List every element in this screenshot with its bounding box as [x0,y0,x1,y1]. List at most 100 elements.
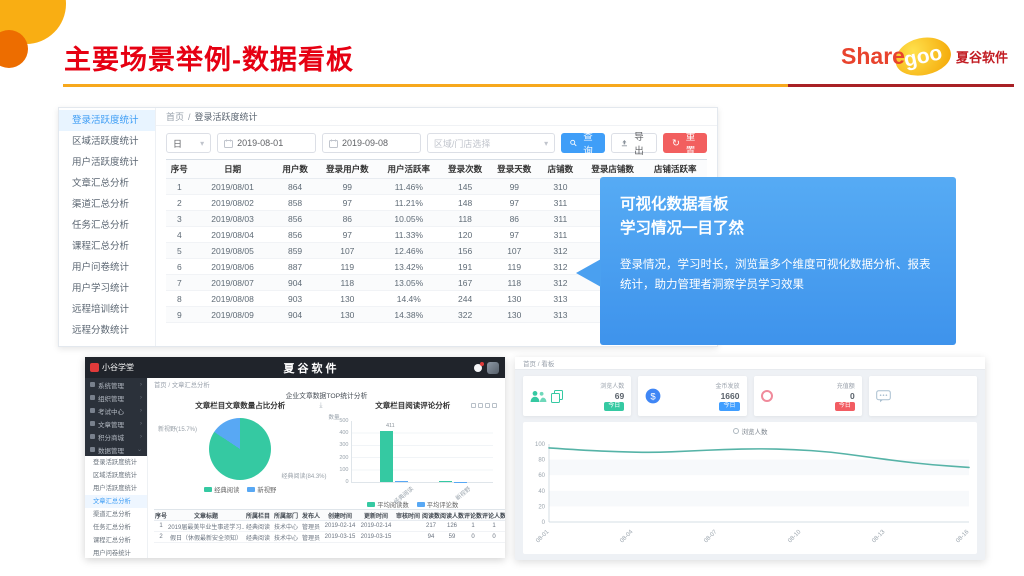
legend-entry[interactable]: 平均阅读数 [367,500,409,509]
stat-label: 浏览人数 [600,384,625,390]
submenu-item[interactable]: 用户问卷统计 [93,550,131,557]
cell-login-users: 107 [317,242,378,259]
chart-toolbar-icons[interactable] [471,403,497,408]
sidebar-item[interactable]: 用户活跃度统计 [72,157,139,168]
cell: 1 [464,520,482,532]
pages-icon [551,389,563,403]
sidebar-item[interactable]: 区域活跃度统计 [72,136,139,147]
cell-date: 2019/08/07 [192,274,273,291]
cell-users: 903 [272,290,318,307]
sidebar-item[interactable]: 文章汇总分析 [72,178,130,189]
cell-login-days: 118 [489,274,539,291]
menu-label: 数据管理 [98,447,124,455]
y-tick: 100 [339,466,349,473]
submenu-item[interactable]: 课程汇总分析 [93,537,131,544]
stat-value: 1660 [720,391,740,401]
svg-text:80: 80 [538,458,545,464]
table-row[interactable]: 2 假日（休假最新安全须知） 经典阅读 技术中心 管理员 2019-03-15 … [154,531,505,543]
sidebar-item[interactable]: 用户学习统计 [72,283,130,294]
sidebar-item[interactable]: 登录活跃度统计 [59,110,155,131]
breadcrumb-current: 登录活跃度统计 [194,112,258,122]
users-icon [530,390,547,402]
avatar[interactable] [487,361,499,374]
cell-date: 2019/08/08 [192,290,273,307]
admin-top-note: 企业文章数据TOP统计分析 [285,393,368,400]
cell-user-rate: 11.21% [377,194,441,211]
cell-date: 2019/08/06 [192,258,273,275]
header-cell: 发布人 [300,509,322,521]
bar-y-axis-label: 数量 [328,415,340,421]
admin-menu-item[interactable]: 积分商城 › [85,430,147,443]
store-select[interactable]: 区域/门店选择 ▾ [426,133,556,153]
table-row[interactable]: 3 2019/08/03 856 86 10.05% 118 86 311 [166,210,707,227]
admin-menu-item[interactable]: 系统管理 › [85,378,147,391]
download-icon[interactable]: ⤓ [319,402,323,409]
cell-date: 2019/08/04 [192,226,273,243]
cell [394,520,422,532]
legend-swatch [416,502,425,507]
line-chart-legend[interactable]: 浏览人数 [523,425,977,436]
cell: 经典阅读 [244,520,272,532]
table-row[interactable]: 8 2019/08/08 903 130 14.4% 244 130 313 [166,290,707,307]
table-row[interactable]: 9 2019/08/09 904 130 14.38% 322 130 313 [166,306,707,323]
cell-login-users: 97 [317,194,378,211]
submenu-item[interactable]: 文章汇总分析 [85,495,147,508]
cell-user-rate: 12.46% [377,242,441,259]
sidebar-item[interactable]: 远程培训统计 [72,304,130,315]
store-select-placeholder: 区域/门店选择 [433,138,491,149]
date-to-value: 2019-09-08 [341,138,389,148]
admin-menu-item[interactable]: 数据管理 ⌄ [85,443,147,456]
sidebar-item[interactable]: 课程汇总分析 [72,241,130,252]
bar-chart: 500 400 300 200 100 0 411 [339,418,493,485]
admin-menu-item[interactable]: 组织管理 › [85,391,147,404]
search-button[interactable]: 查询 [561,132,606,157]
table-header-row: 序号 文章标题 所属栏目 所属部门 发布人 创建时间 更新时间 审核时间 阅读数 阅读人数 评论数评… [154,509,505,521]
cell-stores: 313 [538,290,582,307]
menu-icon [90,421,95,426]
pie-label-left: 新视野(15.7%) [158,427,198,433]
header-cell: 阅读数 [422,509,440,521]
notification-bell-icon[interactable] [474,361,484,372]
admin-menu-item[interactable]: 文章管理 › [85,417,147,430]
table-row[interactable]: 1 2019届最美毕业生事迹学习... 经典阅读 技术中心 管理员 2019-0… [154,520,505,532]
legend-entry[interactable]: 平均评论数 [416,500,459,509]
callout-box: 可视化数据看板 学习情况一目了然 登录情况，学习时长，浏览量多个维度可视化数据分… [576,177,956,345]
submenu-item[interactable]: 用户活跃度统计 [93,485,138,492]
legend-entry[interactable]: 新视野 [247,485,276,494]
date-from-input[interactable]: 2019-08-01 [217,133,316,153]
submenu-item[interactable]: 任务汇总分析 [93,524,131,531]
cell-login-days: 119 [489,258,539,275]
bar-chart-panel: 文章栏目阅读评论分析 数量 500 400 300 200 100 0 411 经典阅读新… [327,400,500,509]
stat-badge: 今日 [834,402,855,411]
sidebar-item[interactable]: 用户问卷统计 [72,262,130,273]
cell-index: 9 [166,306,193,323]
pie-chart-title: 文章栏目文章数量占比分析 [195,401,286,410]
cell-login-days: 99 [489,178,539,195]
export-button-label: 导出 [634,132,644,157]
cell-user-rate: 13.05% [377,274,441,291]
period-select[interactable]: 日 ▾ [166,133,212,153]
legend-label: 平均评论数 [426,502,459,509]
export-button[interactable]: 导出 [611,132,658,157]
legend-entry[interactable]: 经典阅读 [204,485,239,494]
legend-label: 新视野 [257,487,277,494]
cell-date: 2019/08/02 [192,194,273,211]
filter-bar: 日 ▾ 2019-08-01 2019-09-08 区域/门店选择 ▾ 查询 [156,126,717,159]
sidebar-item[interactable]: 远程分数统计 [72,325,130,336]
admin-menu-item[interactable]: 考试中心 › [85,404,147,417]
cell: 94 [422,531,440,543]
date-to-input[interactable]: 2019-09-08 [321,133,421,153]
menu-icon [90,382,95,387]
chevron-icon: › [140,381,142,388]
sidebar-item[interactable]: 任务汇总分析 [72,220,130,231]
breadcrumb-home[interactable]: 首页 [166,112,185,122]
export-icon [621,140,628,147]
chevron-icon: › [140,433,142,440]
reset-button[interactable]: ↻ 重置 [663,132,707,157]
submenu-item[interactable]: 区域活跃度统计 [93,472,138,479]
sidebar-item[interactable]: 渠道汇总分析 [72,199,130,210]
dashboard-sidebar: 登录活跃度统计区域活跃度统计 用户活跃度统计 文章汇总分析 渠道汇总分析 任务汇总分析课… [59,108,156,346]
submenu-item[interactable]: 渠道汇总分析 [93,511,131,518]
legend-ring-icon [732,427,739,434]
submenu-item[interactable]: 登录活跃度统计 [93,459,138,466]
